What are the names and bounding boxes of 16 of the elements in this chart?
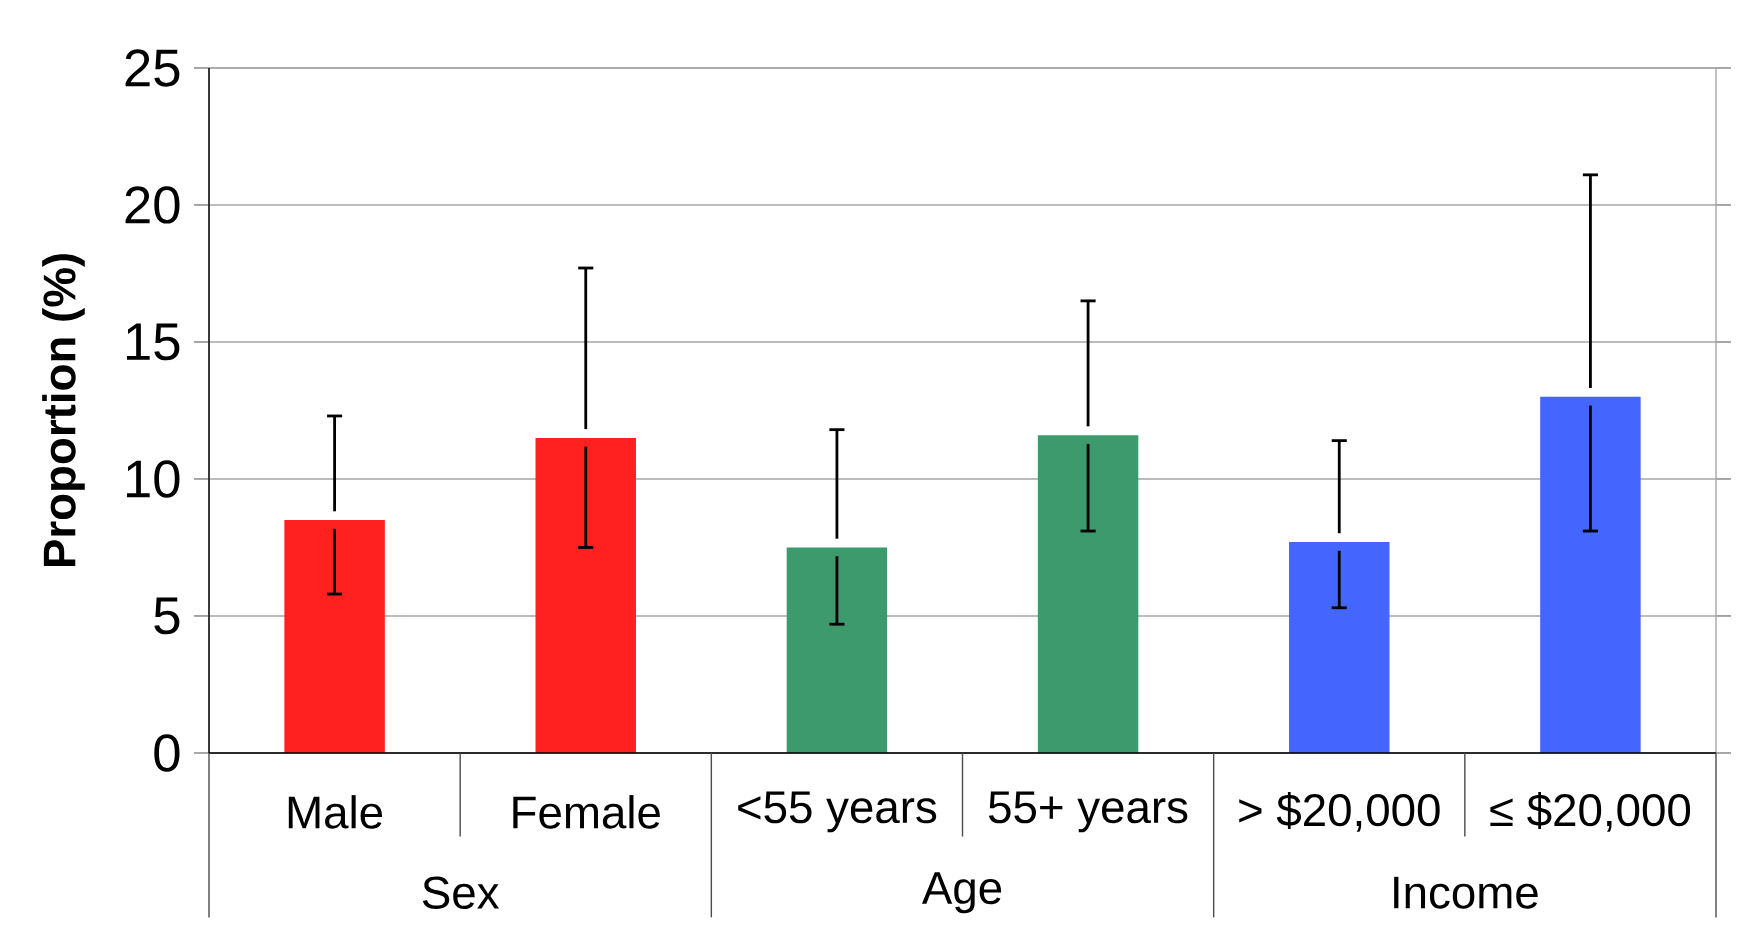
y-tick-label: 15 bbox=[126, 323, 180, 361]
y-tick-label: 10 bbox=[126, 460, 180, 498]
text: Income bbox=[1394, 876, 1538, 909]
text: Age bbox=[921, 872, 1002, 914]
x-tick-label: > $20,000 bbox=[1239, 792, 1440, 832]
y-tick-label: 25 bbox=[125, 49, 180, 87]
x-tick-label: ≤ $20,000 bbox=[1490, 792, 1691, 832]
y-tick-label: 5 bbox=[154, 597, 180, 635]
x-tick-label: Male bbox=[288, 795, 383, 829]
text: Sex bbox=[422, 876, 500, 909]
y-tick-label: 20 bbox=[125, 186, 180, 224]
y-axis-title: Proportion (%) bbox=[42, 254, 85, 567]
x-tick-label: 55+ years bbox=[988, 791, 1188, 833]
x-tick-label: Female bbox=[513, 795, 660, 829]
y-tick-label: 0 bbox=[154, 734, 180, 772]
x-tick-label: <55 years bbox=[738, 791, 937, 833]
